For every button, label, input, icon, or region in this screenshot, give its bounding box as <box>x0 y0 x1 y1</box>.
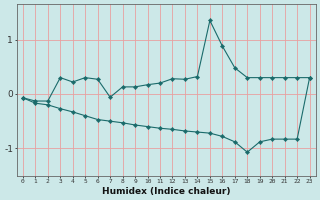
X-axis label: Humidex (Indice chaleur): Humidex (Indice chaleur) <box>102 187 230 196</box>
